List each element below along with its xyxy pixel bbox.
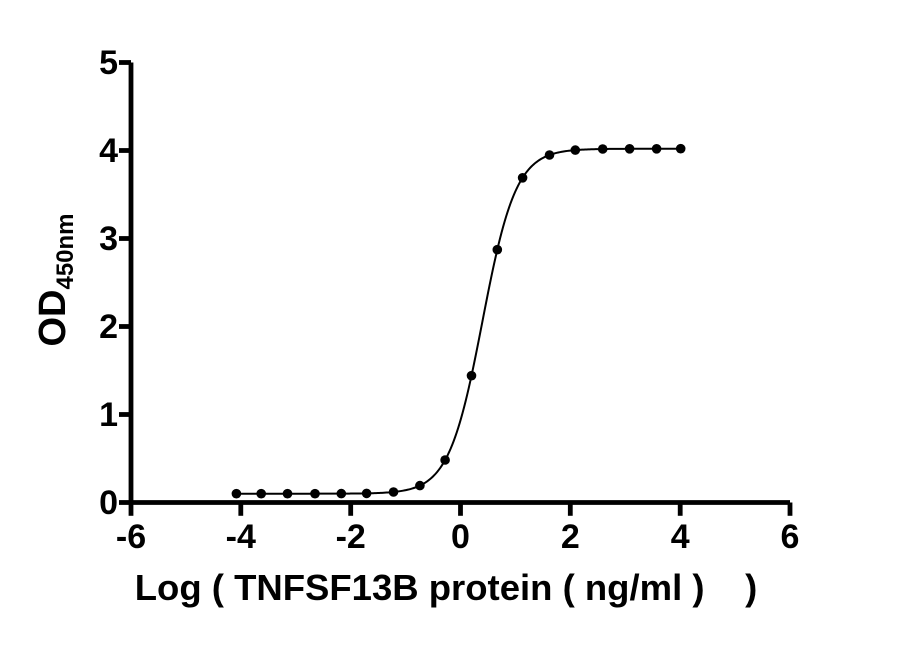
svg-text:2: 2 [561, 518, 580, 556]
svg-text:-4: -4 [226, 518, 256, 556]
svg-text:6: 6 [781, 518, 800, 556]
svg-text:OD450nm: OD450nm [32, 213, 79, 346]
svg-text:Log ( TNFSF13B protein ( ng/ml: Log ( TNFSF13B protein ( ng/ml ) ) [135, 567, 757, 608]
svg-text:4: 4 [99, 132, 118, 170]
svg-text:0: 0 [99, 484, 118, 522]
svg-text:0: 0 [451, 518, 470, 556]
svg-text:5: 5 [99, 44, 118, 82]
svg-text:1: 1 [99, 396, 118, 434]
svg-text:2: 2 [99, 308, 118, 346]
svg-text:3: 3 [99, 220, 118, 258]
svg-text:4: 4 [671, 518, 690, 556]
svg-text:-6: -6 [116, 518, 146, 556]
svg-text:-2: -2 [336, 518, 366, 556]
